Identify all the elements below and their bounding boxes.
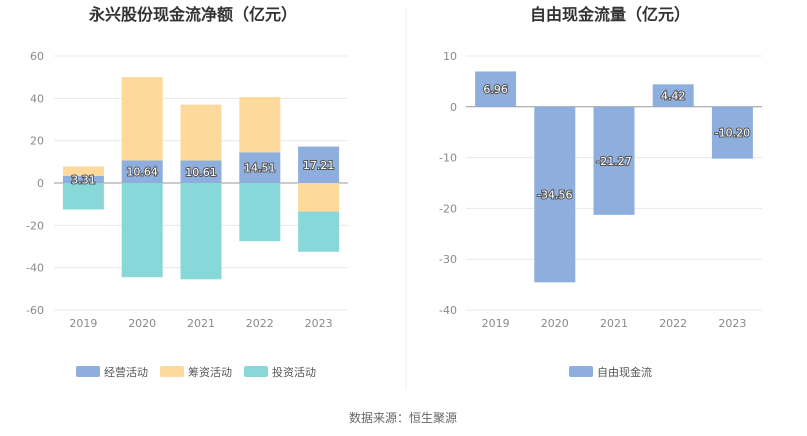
chart2-data-label: -34.56 xyxy=(537,189,572,202)
chart1-data-label: 10.61 xyxy=(185,166,217,179)
chart1-data-label: 17.21 xyxy=(303,159,335,172)
source-note: 数据来源：恒生聚源 xyxy=(349,410,457,425)
chart1-bar-financing xyxy=(239,97,281,153)
chart1-data-label: 10.64 xyxy=(126,166,158,179)
chart2-x-tick-label: 2020 xyxy=(541,317,569,330)
chart2-y-tick-label: -20 xyxy=(439,202,457,215)
chart2-data-label: 6.96 xyxy=(483,83,508,96)
chart1-bar-financing xyxy=(62,166,104,176)
chart1-bar-investing xyxy=(180,183,222,280)
chart2-x-tick-label: 2023 xyxy=(718,317,746,330)
chart1-y-tick-label: 60 xyxy=(30,50,44,63)
chart2-title: 自由现金流量（亿元） xyxy=(530,5,690,24)
chart1-legend-swatch xyxy=(244,366,268,377)
chart1-group: 60 40 20 0 -20 -40 -60 2019 2020 2021 2022 2023 3.31… xyxy=(26,50,348,379)
chart2-bar-free-cash-flow xyxy=(593,106,635,215)
chart1-y-tick-label: -20 xyxy=(26,219,44,232)
chart1-title: 永兴股份现金流净额（亿元） xyxy=(88,5,297,24)
chart1-bar-financing xyxy=(298,183,340,212)
chart1-x-tick-label: 2022 xyxy=(246,317,274,330)
chart1-y-tick-label: 40 xyxy=(30,92,44,105)
chart2-x-tick-label: 2021 xyxy=(600,317,628,330)
chart1-legend-label: 投资活动 xyxy=(272,365,316,379)
chart1-y-tick-label: 0 xyxy=(37,177,44,190)
chart2-legend-label: 自由现金流 xyxy=(597,365,652,379)
chart1-bar-operating xyxy=(121,160,163,183)
chart1-y-tick-label: -40 xyxy=(26,262,44,275)
chart2-y-tick-label: 0 xyxy=(450,101,457,114)
chart1-bar-operating xyxy=(239,152,281,183)
chart1-data-label: 3.31 xyxy=(71,173,96,186)
chart1-x-tick-label: 2019 xyxy=(69,317,97,330)
chart2-group: 10 0 -10 -20 -30 -40 2019 6.96 2020 -34.56 2021 -21… xyxy=(439,50,762,379)
chart1-bar-operating xyxy=(180,160,222,183)
chart1-bar-financing xyxy=(180,104,222,161)
chart2-data-label: 4.42 xyxy=(661,90,686,103)
chart1-legend-label: 经营活动 xyxy=(104,365,148,379)
chart1-y-tick-label: 20 xyxy=(30,135,44,148)
chart1-y-tick-label: -60 xyxy=(26,304,44,317)
chart1-x-tick-label: 2021 xyxy=(187,317,215,330)
chart2-y-tick-label: -10 xyxy=(439,152,457,165)
chart2-y-tick-label: -40 xyxy=(439,304,457,317)
chart2-legend-swatch xyxy=(569,366,593,377)
chart2-y-tick-label: -30 xyxy=(439,253,457,266)
chart1-legend-swatch xyxy=(76,366,100,377)
chart2-x-tick-label: 2022 xyxy=(659,317,687,330)
chart1-x-tick-label: 2020 xyxy=(128,317,156,330)
chart1-bar-operating xyxy=(298,146,340,183)
chart2-bar-free-cash-flow xyxy=(711,106,753,159)
chart2-data-label: -10.20 xyxy=(715,127,750,140)
chart1-bar-operating xyxy=(62,175,104,183)
chart1-legend-swatch xyxy=(160,366,184,377)
chart1-legend-label: 筹资活动 xyxy=(188,365,232,379)
chart2-x-tick-label: 2019 xyxy=(482,317,510,330)
chart2-bar-free-cash-flow xyxy=(534,106,576,283)
chart1-bar-investing xyxy=(298,211,340,252)
chart2-bar-free-cash-flow xyxy=(475,71,517,107)
chart2-data-label: -21.27 xyxy=(596,155,631,168)
chart1-bar-investing xyxy=(121,183,163,278)
chart1-bar-investing xyxy=(62,183,104,210)
chart1-data-label: 14.51 xyxy=(244,162,276,175)
chart1-bar-investing xyxy=(239,183,281,242)
chart2-y-tick-label: 10 xyxy=(443,50,457,63)
chart1-bar-financing xyxy=(121,77,163,161)
chart2-bar-free-cash-flow xyxy=(652,84,694,107)
chart1-x-tick-label: 2023 xyxy=(305,317,333,330)
